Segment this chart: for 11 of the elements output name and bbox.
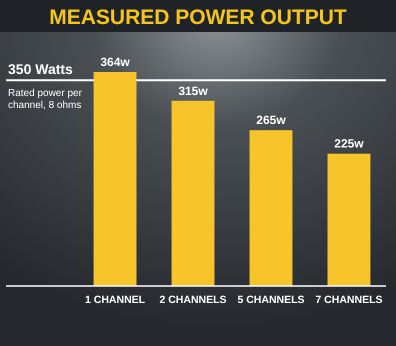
data-label: 315w bbox=[178, 84, 208, 98]
chart-title: MEASURED POWER OUTPUT bbox=[49, 6, 347, 29]
x-tick-label: 1 CHANNEL bbox=[84, 294, 146, 306]
ref-line-label: 350 Watts bbox=[8, 61, 74, 78]
data-label: 364w bbox=[100, 55, 130, 69]
x-tick-label: 5 CHANNELS bbox=[237, 294, 305, 306]
data-label: 265w bbox=[256, 113, 286, 128]
annotation: Rated power per channel, 8 ohms bbox=[8, 88, 83, 112]
data-label: 225w bbox=[334, 136, 364, 151]
x-tick-label: 7 CHANNELS bbox=[315, 294, 383, 306]
x-tick-label: 2 CHANNELS bbox=[159, 294, 227, 306]
